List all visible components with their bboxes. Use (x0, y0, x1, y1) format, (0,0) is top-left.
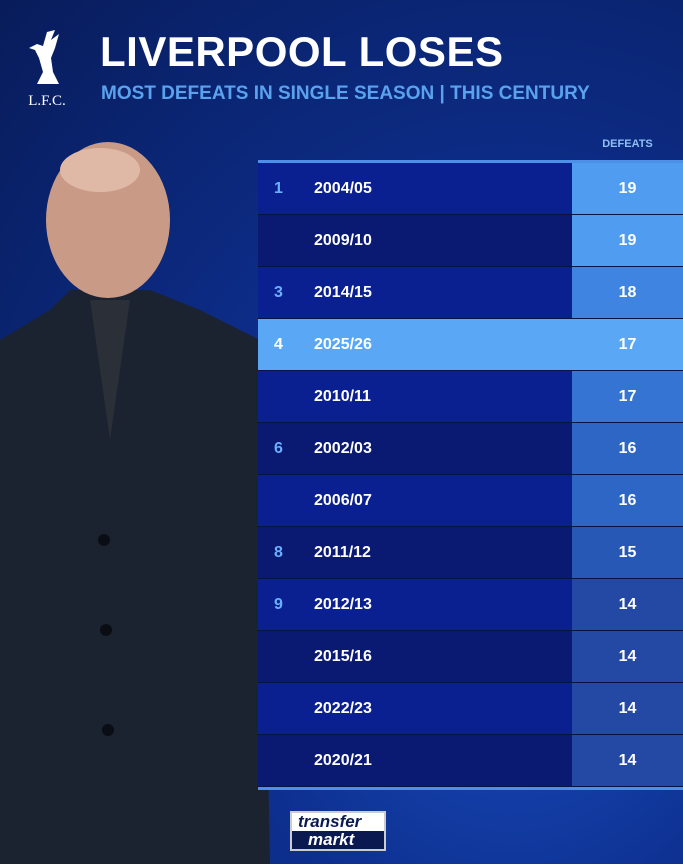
season-cell: 2014/15 (314, 283, 372, 301)
defeats-cell: 16 (572, 475, 683, 526)
season-cell: 2012/13 (314, 595, 372, 613)
rank-cell: 8 (274, 543, 283, 561)
table-row: 2006/07 16 (258, 475, 683, 527)
liver-bird-icon (29, 30, 59, 84)
season-cell: 2022/23 (314, 699, 372, 717)
table-row: 8 2011/12 15 (258, 527, 683, 579)
rank-cell: 4 (274, 335, 283, 353)
season-cell: 2025/26 (314, 335, 372, 353)
defeats-cell: 14 (572, 735, 683, 786)
defeats-table: 1 2004/05 19 2009/10 19 3 2014/15 18 4 202… (258, 160, 683, 790)
table-row: 6 2002/03 16 (258, 423, 683, 475)
table-row: 2015/16 14 (258, 631, 683, 683)
manager-photo (0, 142, 270, 864)
page-title: LIVERPOOL LOSES (100, 28, 504, 75)
table-row: 3 2014/15 18 (258, 267, 683, 319)
season-cell: 2002/03 (314, 439, 372, 457)
defeats-cell: 14 (572, 631, 683, 682)
lfc-crest-logo: L.F.C. (22, 28, 72, 110)
season-cell: 2010/11 (314, 387, 371, 405)
column-header-defeats: DEFEATS (602, 138, 653, 150)
table-row: 2009/10 19 (258, 215, 683, 267)
defeats-cell: 14 (572, 683, 683, 734)
table-row: 2020/21 14 (258, 735, 683, 787)
rank-cell: 1 (274, 179, 283, 197)
defeats-cell: 19 (572, 215, 683, 266)
table-row: 9 2012/13 14 (258, 579, 683, 631)
defeats-cell: 15 (572, 527, 683, 578)
defeats-cell: 18 (572, 267, 683, 318)
defeats-cell: 17 (572, 371, 683, 422)
defeats-cell: 17 (618, 335, 637, 353)
rank-cell: 6 (274, 439, 283, 457)
table-row: 1 2004/05 19 (258, 163, 683, 215)
table-row: 2022/23 14 (258, 683, 683, 735)
table-row: 2010/11 17 (258, 371, 683, 423)
season-cell: 2020/21 (314, 751, 372, 769)
season-cell: 2006/07 (314, 491, 372, 509)
page-subtitle: MOST DEFEATS IN SINGLE SEASON | THIS CEN… (101, 83, 590, 104)
season-cell: 2009/10 (314, 231, 372, 249)
defeats-cell: 19 (572, 163, 683, 214)
season-cell: 2011/12 (314, 543, 371, 561)
defeats-cell: 16 (572, 423, 683, 474)
rank-cell: 3 (274, 283, 283, 301)
season-cell: 2004/05 (314, 179, 372, 197)
transfermarkt-logo: transfer markt (290, 811, 386, 851)
season-cell: 2015/16 (314, 647, 372, 665)
defeats-cell: 14 (572, 579, 683, 630)
rank-cell: 9 (274, 595, 283, 613)
table-row: 4 2025/26 17 (258, 319, 683, 371)
